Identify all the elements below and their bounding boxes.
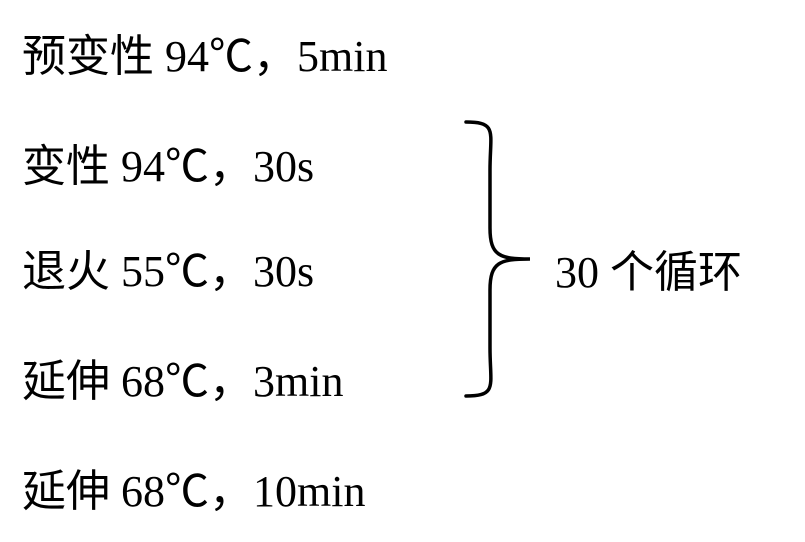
pcr-protocol: 预变性 94℃，5min 变性 94℃，30s 退火 55℃，30s 延伸 68… <box>0 0 805 542</box>
line-pre-denaturation: 预变性 94℃，5min <box>22 20 387 84</box>
line-extension: 延伸 68℃，3min <box>22 345 343 409</box>
cycle-count-label: 30 个循环 <box>555 236 742 300</box>
line-annealing: 退火 55℃，30s <box>22 235 314 299</box>
line-final-extension: 延伸 68℃，10min <box>22 455 365 519</box>
cycle-brace-icon <box>460 118 538 400</box>
line-denaturation: 变性 94℃，30s <box>22 130 314 194</box>
